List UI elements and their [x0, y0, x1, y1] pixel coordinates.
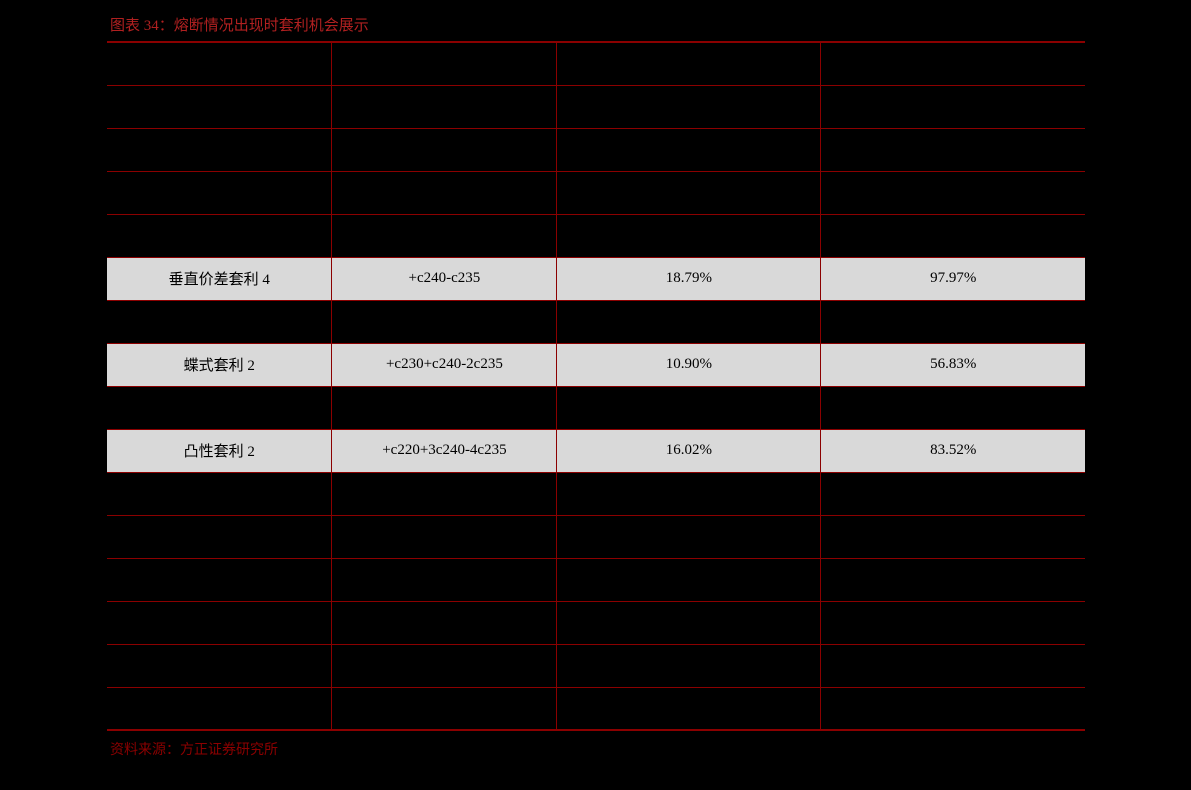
table-cell: 10.90%	[557, 343, 821, 386]
table-cell	[821, 515, 1085, 558]
table-cell	[332, 601, 557, 644]
table-cell: 16.02%	[557, 429, 821, 472]
table-cell: 蝶式套利 2	[107, 343, 332, 386]
table-row	[107, 472, 1085, 515]
table-row	[107, 687, 1085, 730]
table-cell	[557, 171, 821, 214]
table-cell	[557, 128, 821, 171]
table-cell: +c230+c240-2c235	[332, 343, 557, 386]
table-cell: 97.97%	[821, 257, 1085, 300]
table-cell	[107, 515, 332, 558]
table-cell	[332, 515, 557, 558]
table-cell	[107, 42, 332, 85]
table-cell	[107, 300, 332, 343]
table-row	[107, 85, 1085, 128]
table-cell	[821, 214, 1085, 257]
source-citation: 资料来源：方正证券研究所	[107, 739, 1085, 759]
table-cell	[557, 558, 821, 601]
table-cell	[557, 214, 821, 257]
table-cell	[332, 687, 557, 730]
table-cell	[821, 472, 1085, 515]
table-cell	[332, 558, 557, 601]
table-cell	[821, 171, 1085, 214]
table-cell	[332, 128, 557, 171]
table-cell	[821, 85, 1085, 128]
table-row	[107, 300, 1085, 343]
table-row	[107, 515, 1085, 558]
table-cell	[107, 472, 332, 515]
table-cell: 凸性套利 2	[107, 429, 332, 472]
table-cell: 56.83%	[821, 343, 1085, 386]
table-cell	[107, 214, 332, 257]
table-cell	[557, 687, 821, 730]
table-title: 图表 34：熔断情况出现时套利机会展示	[107, 14, 1085, 35]
table-cell	[821, 687, 1085, 730]
table-cell	[557, 472, 821, 515]
table-cell	[332, 42, 557, 85]
table-cell	[557, 601, 821, 644]
table-cell	[821, 601, 1085, 644]
table-cell	[107, 601, 332, 644]
table-cell	[107, 128, 332, 171]
table-cell: 18.79%	[557, 257, 821, 300]
table-row	[107, 128, 1085, 171]
table-cell	[557, 42, 821, 85]
table-row	[107, 386, 1085, 429]
table-row	[107, 644, 1085, 687]
table-cell	[557, 644, 821, 687]
table-cell	[107, 171, 332, 214]
table-cell	[557, 515, 821, 558]
table-cell	[821, 558, 1085, 601]
table-cell	[821, 300, 1085, 343]
table-cell	[107, 558, 332, 601]
table-row	[107, 601, 1085, 644]
table-row: 蝶式套利 2+c230+c240-2c23510.90%56.83%	[107, 343, 1085, 386]
table-cell	[107, 644, 332, 687]
table-cell: +c240-c235	[332, 257, 557, 300]
table-cell	[332, 300, 557, 343]
table-cell	[332, 472, 557, 515]
table-cell	[332, 171, 557, 214]
table-row	[107, 42, 1085, 85]
table-cell: 83.52%	[821, 429, 1085, 472]
table-cell	[557, 300, 821, 343]
table-cell	[821, 128, 1085, 171]
table-cell	[557, 85, 821, 128]
table-row	[107, 171, 1085, 214]
table-cell	[821, 42, 1085, 85]
table-cell	[332, 214, 557, 257]
table-cell	[107, 687, 332, 730]
table-cell: +c220+3c240-4c235	[332, 429, 557, 472]
table-row: 凸性套利 2+c220+3c240-4c23516.02%83.52%	[107, 429, 1085, 472]
table-cell	[107, 85, 332, 128]
table-cell: 垂直价差套利 4	[107, 257, 332, 300]
table-cell	[821, 386, 1085, 429]
table-cell	[821, 644, 1085, 687]
table-row	[107, 214, 1085, 257]
table-cell	[332, 644, 557, 687]
table-cell	[332, 85, 557, 128]
table-cell	[107, 386, 332, 429]
arbitrage-table: 垂直价差套利 4+c240-c23518.79%97.97% 蝶式套利 2+c23…	[107, 41, 1085, 731]
table-cell	[557, 386, 821, 429]
table-row: 垂直价差套利 4+c240-c23518.79%97.97%	[107, 257, 1085, 300]
table-row	[107, 558, 1085, 601]
table-cell	[332, 386, 557, 429]
